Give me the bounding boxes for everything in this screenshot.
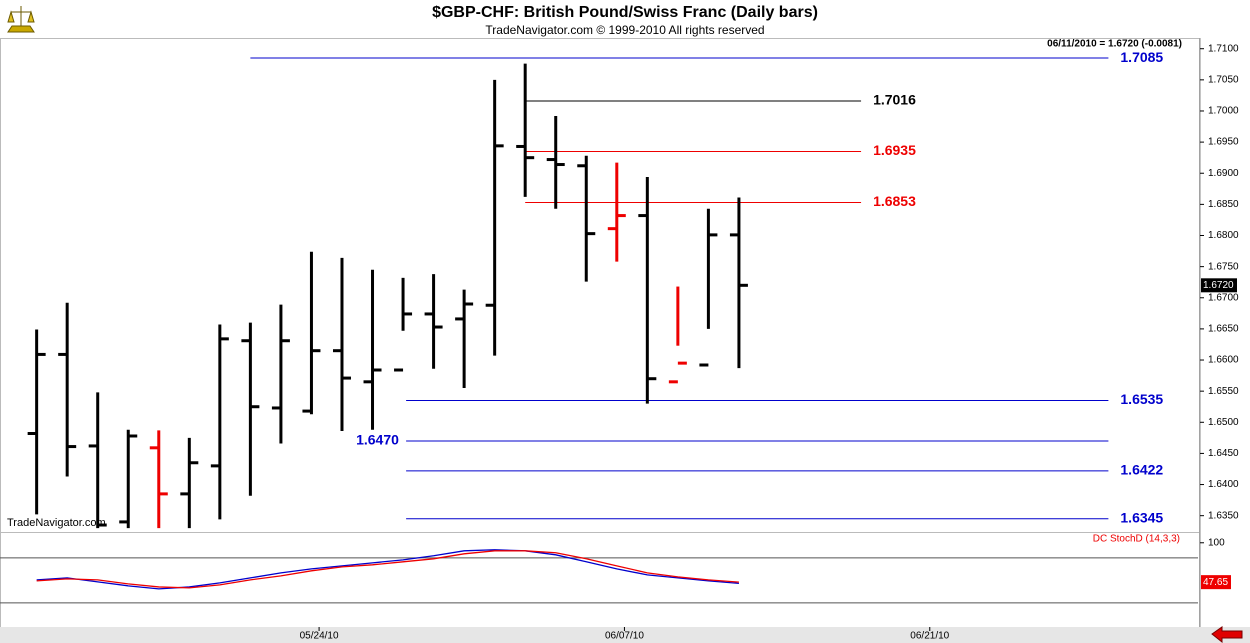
stoch-line bbox=[36, 550, 739, 589]
level-label: 1.6422 bbox=[1120, 462, 1163, 478]
y-tick-label: 1.6350 bbox=[1208, 510, 1239, 521]
y-tick-label: 1.6750 bbox=[1208, 261, 1239, 272]
price-plot bbox=[27, 57, 1109, 529]
last-value-tag bbox=[1201, 575, 1231, 590]
stoch-plot bbox=[0, 549, 1198, 604]
stoch-line bbox=[36, 549, 739, 590]
last-price-tag bbox=[1201, 278, 1237, 293]
last-price-label: 1.6720 bbox=[1203, 280, 1234, 291]
level-label: 1.6345 bbox=[1120, 509, 1163, 525]
logo bbox=[7, 6, 35, 33]
watermark: TradeNavigator.com bbox=[7, 517, 106, 529]
y-tick-label: 1.6500 bbox=[1208, 417, 1239, 428]
chart-subtitle: TradeNavigator.com © 1999-2010 All right… bbox=[485, 23, 764, 37]
y-tick-label: 1.6950 bbox=[1208, 137, 1239, 148]
y-tick-label: 1.6700 bbox=[1208, 292, 1239, 303]
x-tick-label: 06/21/10 bbox=[910, 631, 949, 642]
chart-title: $GBP-CHF: British Pound/Swiss Franc (Dai… bbox=[432, 4, 818, 21]
y-tick-label: 1.6800 bbox=[1208, 230, 1239, 241]
x-tick-label: 06/07/10 bbox=[605, 631, 644, 642]
indicator-label: DC StochD (14,3,3) bbox=[1093, 534, 1180, 545]
level-label: 1.6853 bbox=[873, 193, 916, 209]
last-value-label: 47.65 bbox=[1203, 577, 1228, 588]
level-label: 1.6535 bbox=[1120, 391, 1163, 407]
y-tick-label: 1.6600 bbox=[1208, 355, 1239, 366]
y-tick-label: 1.6550 bbox=[1208, 386, 1239, 397]
header-quote: 06/11/2010 = 1.6720 (-0.0081) bbox=[1047, 39, 1182, 50]
level-label: 1.7085 bbox=[1120, 49, 1163, 65]
scroll-arrow[interactable] bbox=[1211, 626, 1243, 643]
level-label: 1.7016 bbox=[873, 92, 916, 108]
y-tick-label: 1.7000 bbox=[1208, 106, 1239, 117]
y-tick-label: 1.6900 bbox=[1208, 168, 1239, 179]
level-label: 1.6470 bbox=[356, 432, 399, 448]
y-tick-label: 1.6650 bbox=[1208, 324, 1239, 335]
level-label: 1.6935 bbox=[873, 142, 916, 158]
y-tick-label: 1.7050 bbox=[1208, 74, 1239, 85]
date-axis bbox=[0, 627, 1250, 643]
y-tick-label: 1.6850 bbox=[1208, 199, 1239, 210]
x-tick-label: 05/24/10 bbox=[300, 631, 339, 642]
y-tick-label: 1.7100 bbox=[1208, 43, 1239, 54]
y-tick-label: 1.6400 bbox=[1208, 479, 1239, 490]
y-tick-label: 100 bbox=[1208, 537, 1225, 548]
arrow-button[interactable] bbox=[1211, 626, 1243, 643]
y-tick-label: 1.6450 bbox=[1208, 448, 1239, 459]
